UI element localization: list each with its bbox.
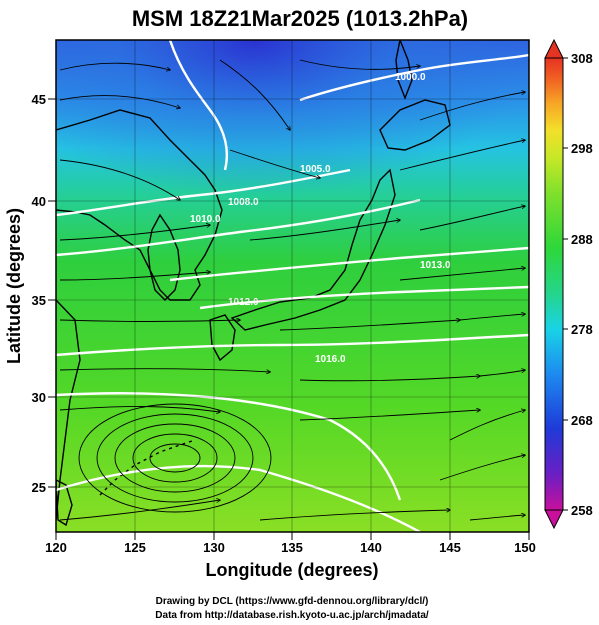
isobar-labels: 1000.0 1005.0 1008.0 1010.0 1012.0 1013.… [190, 72, 451, 365]
contour-label: 1008.0 [228, 197, 259, 208]
colorbar-tick-label: 288 [571, 232, 593, 247]
isobar [169, 246, 529, 282]
isobar [199, 285, 529, 310]
streamline [419, 206, 525, 231]
contour-label: 1012.0 [228, 297, 259, 308]
contour-label: 1010.0 [190, 214, 221, 225]
coastline-sakhalin [395, 40, 413, 100]
isobar [168, 40, 229, 171]
plot-area: 1000.0 1005.0 1008.0 1010.0 1012.0 1013.… [56, 40, 529, 532]
x-axis-tick-labels: 120 125 130 135 140 145 150 [45, 540, 536, 555]
x-tick-label: 130 [203, 540, 225, 555]
y-axis-tick-labels: 45 40 35 30 25 [32, 92, 46, 495]
streamline [299, 59, 420, 70]
streamline [449, 410, 525, 441]
x-axis-title: Longitude (degrees) [205, 560, 378, 580]
colorbar-tick-label: 278 [571, 322, 593, 337]
y-tick-label: 30 [32, 390, 46, 405]
streamline [299, 410, 480, 421]
credit-data: Data from http://database.rish.kyoto-u.a… [155, 610, 429, 621]
streamline [59, 320, 240, 322]
isobar [299, 53, 529, 102]
x-axis-ticks [55, 532, 530, 540]
credit-drawing: Drawing by DCL (https://www.gfd-dennou.o… [156, 596, 429, 607]
map-title: MSM 18Z21Mar2025 (1013.2hPa) [132, 6, 468, 31]
streamline [259, 510, 450, 521]
y-tick-label: 35 [32, 293, 46, 308]
streamline [59, 95, 180, 108]
x-tick-label: 140 [360, 540, 382, 555]
x-tick-label: 145 [439, 540, 461, 555]
streamline [59, 62, 170, 70]
cyclone-circulation [78, 403, 272, 513]
streamline [399, 268, 525, 281]
isobar [56, 464, 421, 532]
x-tick-label: 150 [514, 540, 536, 555]
coastlines [56, 40, 451, 527]
colorbar-tick-label: 308 [571, 51, 593, 66]
contour-label: 1016.0 [315, 354, 346, 365]
colorbar-bottom-arrow [544, 509, 564, 530]
y-tick-label: 45 [32, 92, 46, 107]
streamline [399, 140, 525, 171]
contour-label: 1013.0 [420, 260, 451, 271]
colorbar-gradient [544, 57, 564, 511]
colorbar-tick-label: 298 [571, 141, 593, 156]
streamline [59, 368, 270, 372]
colorbar-top-arrow [544, 38, 564, 59]
streamline [419, 92, 525, 121]
y-axis-title: Latitude (degrees) [4, 208, 24, 364]
streamline [59, 500, 220, 521]
streamline [59, 159, 180, 200]
streamline [459, 314, 525, 321]
isobar [56, 333, 529, 357]
x-tick-label: 135 [281, 540, 303, 555]
colorbar-tick-label: 268 [571, 413, 593, 428]
coastline-china-east [56, 299, 81, 521]
coastline-taiwan [56, 479, 73, 527]
isobar [56, 168, 351, 217]
coastline-honshu [230, 168, 396, 331]
colorbar-tick-label: 258 [571, 503, 593, 518]
y-tick-label: 40 [32, 194, 46, 209]
streamline [469, 515, 525, 521]
contour-label: 1000.0 [395, 72, 426, 83]
streamline [249, 220, 400, 241]
streamline [439, 455, 525, 481]
isobar [56, 392, 402, 501]
streamline [229, 149, 320, 178]
streamlines [59, 59, 525, 521]
isobar [56, 198, 421, 257]
streamline [479, 370, 525, 377]
streamline [299, 376, 480, 382]
grid [56, 40, 529, 532]
contour-label: 1005.0 [300, 164, 331, 175]
y-tick-label: 25 [32, 480, 46, 495]
streamline [279, 320, 460, 331]
x-tick-label: 125 [124, 540, 146, 555]
y-axis-ticks [48, 98, 56, 488]
x-tick-label: 120 [45, 540, 67, 555]
isobars [56, 40, 529, 532]
coastline-asia [56, 109, 223, 301]
colorbar: 308 298 288 278 268 258 [544, 38, 593, 530]
streamline [219, 59, 290, 130]
